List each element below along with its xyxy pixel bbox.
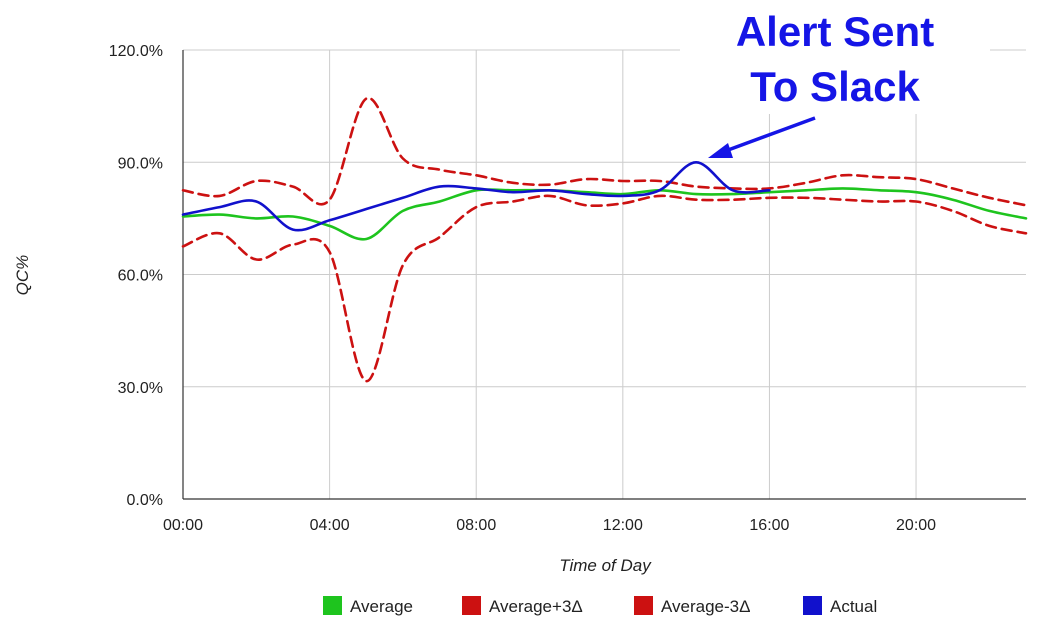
- annotation-line-2: To Slack: [750, 63, 920, 110]
- y-tick-labels: 0.0% 30.0% 60.0% 90.0% 120.0%: [109, 43, 163, 509]
- x-axis-title: Time of Day: [559, 556, 652, 575]
- annotation-arrow-shaft: [719, 116, 816, 155]
- legend: Average Average+3Δ Average-3Δ Actual: [323, 596, 877, 616]
- legend-swatch: [462, 596, 481, 615]
- x-tick-label: 12:00: [603, 517, 643, 534]
- legend-label: Average-3Δ: [661, 597, 750, 616]
- y-tick-label: 30.0%: [118, 380, 163, 397]
- series-line-average-plus-3: [181, 97, 1028, 207]
- legend-swatch: [634, 596, 653, 615]
- x-tick-labels: 00:00 04:00 08:00 12:00 16:00 20:00: [163, 517, 936, 534]
- annotation: Alert Sent To Slack: [680, 6, 990, 158]
- y-tick-label: 120.0%: [109, 43, 163, 60]
- y-tick-label: 0.0%: [127, 492, 163, 509]
- series-line-average-3: [181, 194, 1028, 383]
- legend-label: Actual: [830, 597, 877, 616]
- axes: [182, 50, 1026, 500]
- x-tick-label: 08:00: [456, 517, 496, 534]
- series-line-actual: [181, 161, 771, 232]
- x-tick-label: 16:00: [749, 517, 789, 534]
- legend-swatch: [323, 596, 342, 615]
- annotation-line-1: Alert Sent: [736, 8, 934, 55]
- y-axis-title: QC%: [13, 255, 32, 296]
- y-tick-label: 60.0%: [118, 268, 163, 285]
- x-tick-label: 04:00: [310, 517, 350, 534]
- annotation-arrow-head: [708, 143, 733, 158]
- x-tick-label: 20:00: [896, 517, 936, 534]
- annotation-backdrop: [680, 6, 990, 114]
- legend-label: Average: [350, 597, 413, 616]
- legend-label: Average+3Δ: [489, 597, 583, 616]
- y-tick-label: 90.0%: [118, 155, 163, 172]
- x-tick-label: 00:00: [163, 517, 203, 534]
- series-line-average: [181, 187, 1028, 241]
- series-lines: [181, 97, 1028, 383]
- legend-swatch: [803, 596, 822, 615]
- grid-lines: [183, 49, 1026, 499]
